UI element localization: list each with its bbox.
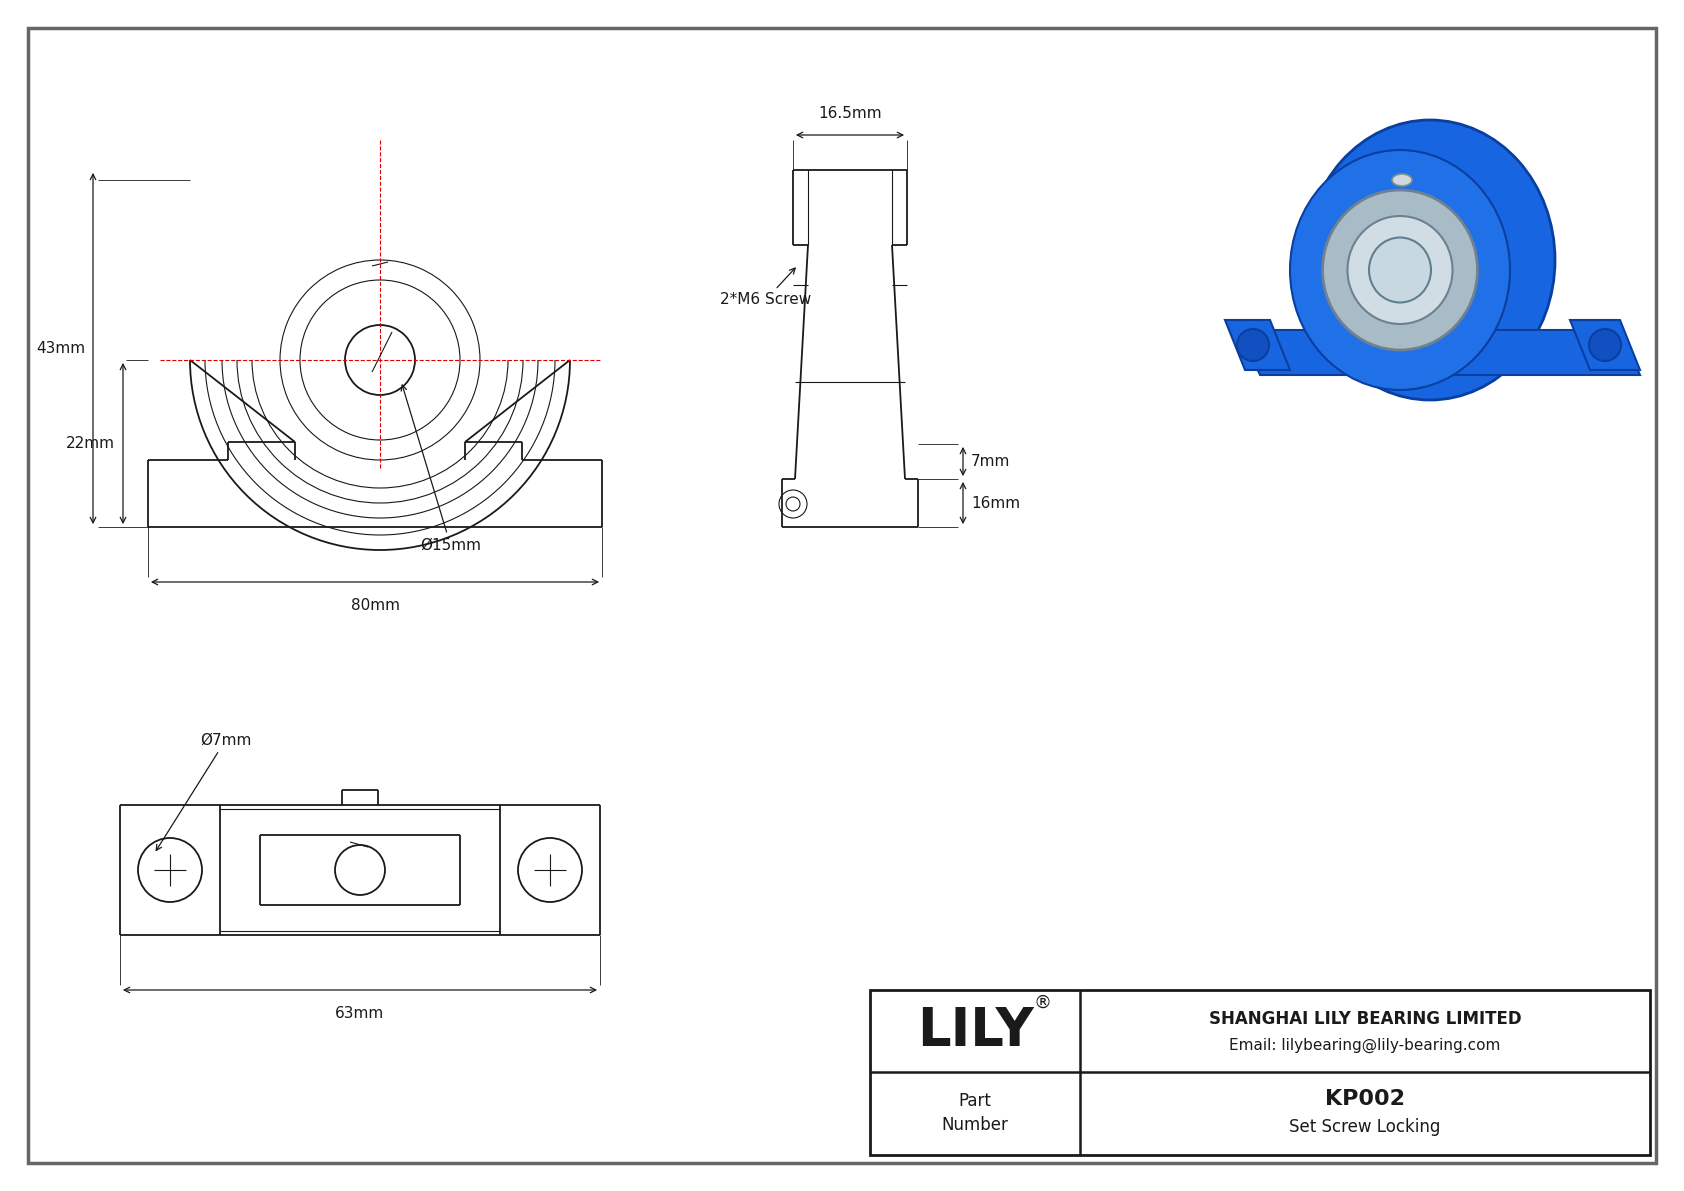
Circle shape xyxy=(1238,329,1270,361)
Text: 16.5mm: 16.5mm xyxy=(818,106,882,121)
Text: Email: lilybearing@lily-bearing.com: Email: lilybearing@lily-bearing.com xyxy=(1229,1037,1500,1053)
Ellipse shape xyxy=(1290,150,1511,389)
Text: LILY: LILY xyxy=(916,1005,1034,1056)
Ellipse shape xyxy=(1369,237,1431,303)
Text: 2*M6 Screw: 2*M6 Screw xyxy=(721,268,812,307)
Text: KP002: KP002 xyxy=(1325,1089,1404,1109)
Text: 7mm: 7mm xyxy=(972,455,1010,469)
Text: Ø7mm: Ø7mm xyxy=(157,732,251,850)
Ellipse shape xyxy=(1393,174,1411,186)
Text: 80mm: 80mm xyxy=(350,598,399,613)
Text: 43mm: 43mm xyxy=(35,341,84,356)
Polygon shape xyxy=(1239,330,1640,375)
Ellipse shape xyxy=(1305,120,1554,400)
Ellipse shape xyxy=(1347,216,1453,324)
Text: Ø15mm: Ø15mm xyxy=(401,385,482,553)
Circle shape xyxy=(1590,329,1622,361)
Polygon shape xyxy=(1569,320,1640,370)
Text: ®: ® xyxy=(1034,994,1052,1012)
Text: Set Screw Locking: Set Screw Locking xyxy=(1290,1118,1442,1136)
Bar xyxy=(871,990,1650,1155)
Ellipse shape xyxy=(1322,191,1477,350)
Text: Part
Number: Part Number xyxy=(941,1091,1009,1135)
Text: 63mm: 63mm xyxy=(335,1006,384,1021)
Text: 16mm: 16mm xyxy=(972,495,1021,511)
Text: 22mm: 22mm xyxy=(66,436,115,451)
Polygon shape xyxy=(1224,320,1290,370)
Text: SHANGHAI LILY BEARING LIMITED: SHANGHAI LILY BEARING LIMITED xyxy=(1209,1010,1521,1028)
